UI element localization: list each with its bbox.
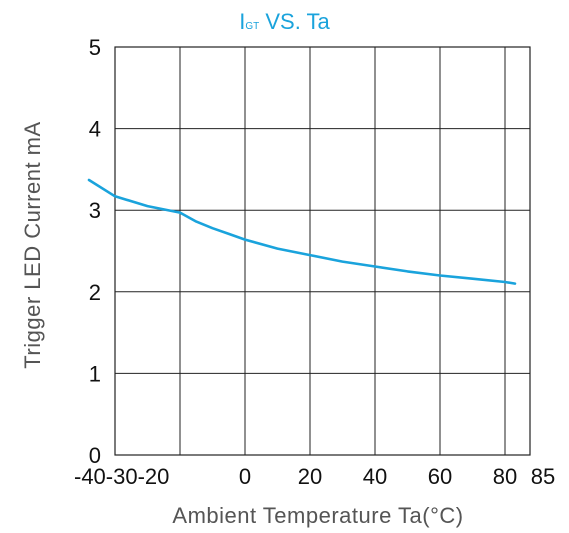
x-tick-labels: 0 20 40 60 80 85 (239, 464, 555, 489)
series-line (87, 178, 517, 285)
chart-title: IGT VS. Ta (0, 9, 569, 35)
x-tick-label: 0 (239, 464, 251, 489)
x-tick-label: 60 (428, 464, 452, 489)
chart-title-rest: VS. Ta (259, 9, 330, 34)
chart-title-subscript: GT (245, 21, 260, 32)
y-tick-labels: 0 1 2 3 4 5 (89, 35, 101, 468)
x-tick-label: 20 (298, 464, 322, 489)
y-tick-label: 0 (89, 443, 101, 468)
x-tick-label-group: -40-30-20 (74, 464, 169, 489)
x-axis-label: Ambient Temperature Ta(°C) (172, 503, 464, 528)
x-tick-label: 80 (493, 464, 517, 489)
y-tick-label: 5 (89, 35, 101, 60)
y-tick-label: 2 (89, 280, 101, 305)
y-axis-label: Trigger LED Current mA (20, 121, 45, 369)
y-tick-label: 4 (89, 117, 101, 142)
x-tick-label: 40 (363, 464, 387, 489)
y-tick-label: 1 (89, 361, 101, 386)
y-tick-label: 3 (89, 198, 101, 223)
grid-lines (115, 46, 530, 456)
chart-title-main: I (239, 9, 246, 34)
x-tick-label: 85 (531, 464, 555, 489)
plot-border (114, 46, 531, 456)
